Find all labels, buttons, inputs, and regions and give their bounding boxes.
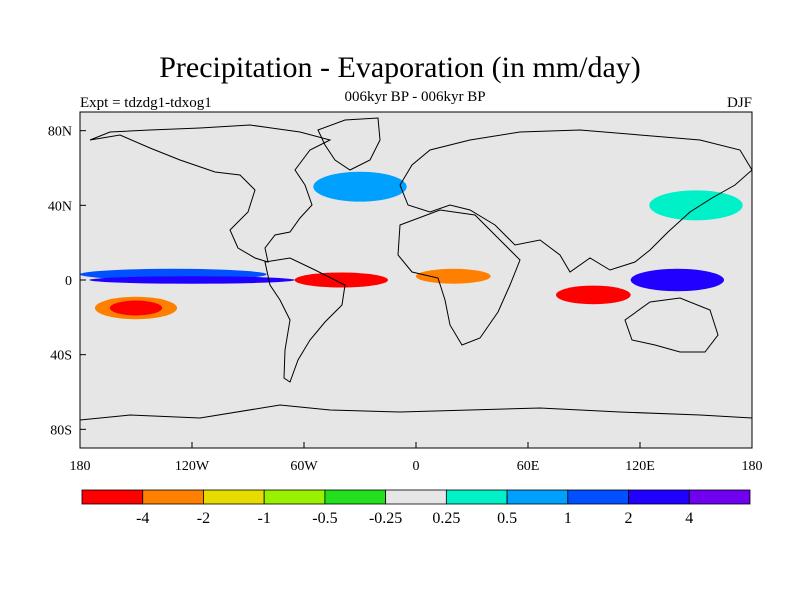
x-tick-label-4: 60E [517, 459, 540, 474]
y-axis: 80N 40N 0 40S 80S [48, 125, 86, 438]
colorbar-swatch-8 [567, 489, 629, 505]
x-axis: 180 120W 60W 0 60E 120E 180 [70, 442, 763, 474]
colorbar-label-5: 0.25 [432, 510, 460, 527]
colorbar-label-3: -0.5 [312, 510, 337, 527]
colorbar: -4 -2 -1 -0.5 -0.25 0.25 0.5 1 2 4 [81, 489, 751, 527]
colorbar-label-6: 0.5 [497, 510, 517, 527]
season-label: DJF [726, 95, 752, 111]
field-region-6 [630, 268, 724, 292]
y-tick-label-2: 0 [65, 274, 72, 289]
africa-coast [397, 209, 521, 346]
eurasia-coast [399, 129, 752, 273]
antarctica-coast [80, 404, 752, 421]
colorbar-swatch-0 [81, 489, 144, 505]
field-region-4 [294, 272, 389, 288]
plot-title: Precipitation - Evaporation (in mm/day) [159, 51, 641, 84]
colorbar-label-2: -1 [258, 510, 271, 527]
colorbar-swatch-2 [203, 489, 265, 505]
x-tick-label-2: 60W [290, 459, 318, 474]
field-region-9 [649, 190, 743, 221]
colorbar-swatch-7 [506, 489, 569, 505]
field-region-3 [89, 276, 295, 284]
y-tick-label-1: 40N [48, 199, 72, 214]
greenland-coast [317, 117, 381, 171]
x-tick-label-1: 120W [175, 459, 210, 474]
colorbar-label-9: 4 [685, 510, 693, 527]
x-tick-label-0: 180 [70, 459, 91, 474]
coastlines [80, 117, 752, 421]
x-tick-label-6: 180 [742, 459, 763, 474]
y-tick-label-4: 80S [50, 423, 72, 438]
plot-subtitle: 006kyr BP - 006kyr BP [344, 89, 486, 105]
colorbar-label-0: -4 [136, 510, 149, 527]
colorbar-label-4: -0.25 [369, 510, 402, 527]
south-america-coast [264, 257, 346, 383]
colorbar-swatch-1 [142, 489, 204, 505]
field-region-8 [313, 171, 407, 202]
colorbar-label-1: -2 [197, 510, 210, 527]
australia-coast [624, 297, 719, 353]
colorbar-swatch-4 [324, 489, 387, 505]
colorbar-label-8: 2 [625, 510, 633, 527]
colorbar-swatch-5 [385, 489, 447, 505]
y-tick-label-3: 40S [50, 349, 72, 364]
field-region-5 [416, 268, 491, 284]
field-region-7 [556, 285, 631, 305]
x-tick-label-3: 0 [413, 459, 420, 474]
x-tick-label-5: 120E [625, 459, 655, 474]
experiment-label: Expt = tdzdg1-tdxog1 [80, 95, 212, 111]
field-regions [80, 171, 743, 320]
field-region-1 [109, 300, 163, 316]
y-tick-label-0: 80N [48, 125, 72, 140]
colorbar-swatch-6 [445, 489, 508, 505]
north-america-coast [89, 124, 332, 263]
colorbar-swatch-9 [628, 489, 690, 505]
colorbar-swatch-3 [263, 489, 326, 505]
colorbar-label-7: 1 [564, 510, 572, 527]
colorbar-swatch-10 [688, 489, 751, 505]
